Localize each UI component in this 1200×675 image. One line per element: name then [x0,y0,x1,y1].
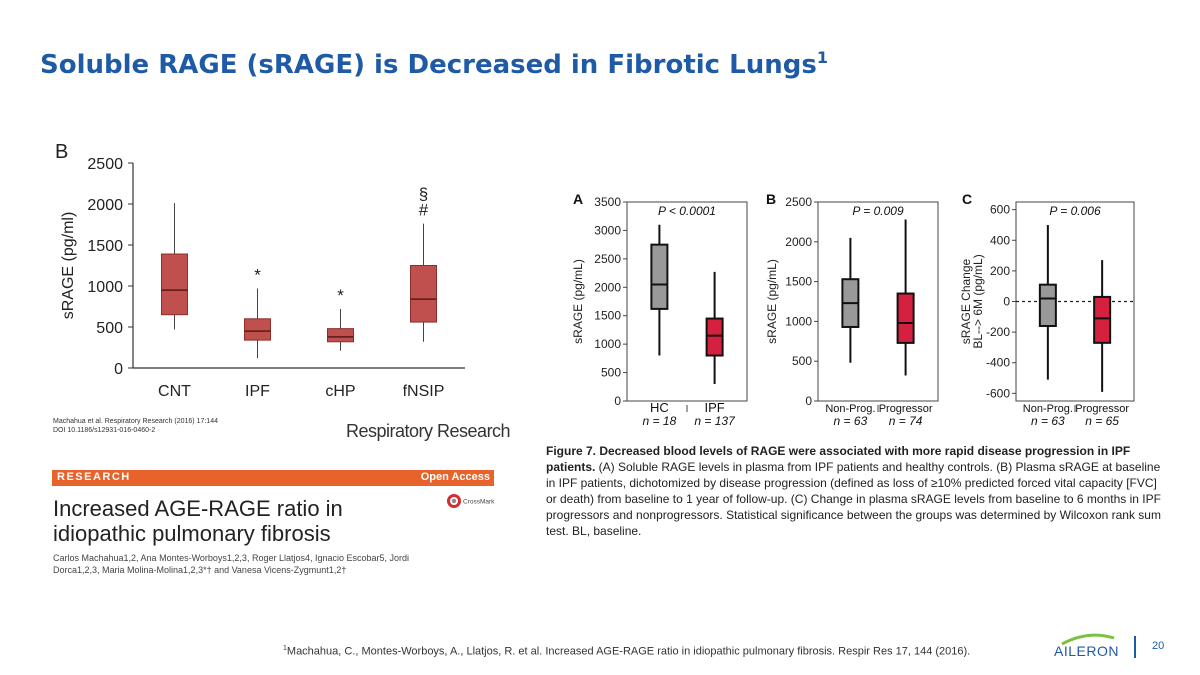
y-tick-label: 2000 [785,235,812,249]
x-tick-label: fNSIP [403,383,445,400]
panel-c: C -600 -400 -200 0 200 400 600 sRAGE ChangeBL-->… [959,191,1135,428]
logo-text: AILERON [1054,643,1119,659]
y-axis-label: sRAGE (pg/mL) [571,259,585,344]
page-number: 20 [1152,640,1165,652]
y-tick-label: 0 [805,394,812,408]
p-value: P = 0.006 [1049,204,1101,218]
y-tick-label: 3000 [594,223,621,237]
left-chart: B 0 500 1000 1500 2000 2500 sRAGE (pg/ml) CNT IP… [55,141,465,400]
y-tick-label: 2500 [87,156,123,173]
y-axis-label: BL--> 6M (pg/mL) [971,254,985,348]
box [705,317,724,357]
y-tick-label: 1500 [87,238,123,255]
y-tick-label: 1500 [594,309,621,323]
panel-a: A 0 500 1000 1500 2000 2500 3000 3500 sRAGE (pg/m… [571,191,748,428]
crossmark-text: CrossMark [463,499,495,506]
y-tick-label: 600 [990,203,1010,217]
open-access-label: Open Access [420,471,490,483]
y-tick-label: 500 [96,320,123,337]
x-tick-label: Progressor [1075,403,1129,415]
y-tick-label: 0 [1003,295,1010,309]
y-tick-label: 500 [601,366,621,380]
significance-marker: § [419,185,428,204]
panel-b: B 0 500 1000 1500 2000 2500 sRAGE (pg/mL) P = 0.… [765,191,939,428]
y-tick-label: 500 [792,354,812,368]
x-tick-label: HC [650,400,669,415]
x-tick-label: IPF [245,383,270,400]
y-tick-label: 0 [114,361,123,378]
aileron-logo: AILERON [1054,633,1136,659]
panel-letter: C [962,191,972,207]
n-label: n = 137 [694,414,736,428]
n-label: n = 63 [1031,414,1065,428]
paper-citation: Machahua et al. Respiratory Research (20… [53,418,218,425]
caption-lead: Figure 7. Decreased blood levels of RAGE… [546,444,1131,474]
y-tick-label: 2000 [594,280,621,294]
y-tick-label: 2000 [87,197,123,214]
box [161,253,188,316]
n-label: n = 63 [834,414,868,428]
caption-body: (A) Soluble RAGE levels in plasma from I… [546,460,1161,538]
y-tick-label: -600 [986,386,1010,400]
left-panel-letter: B [55,141,68,163]
box [1038,283,1057,327]
box [410,265,437,323]
y-axis-label: sRAGE Change [959,258,973,344]
paper-title: Increased AGE-RAGE ratio in idiopathic p… [53,496,343,546]
box [244,318,271,341]
y-tick-label: 200 [990,264,1010,278]
n-label: n = 18 [643,414,677,428]
y-tick-label: 1000 [785,314,812,328]
significance-marker: # [419,201,429,220]
x-tick-label: Non-Prog. [825,403,875,415]
section-label: RESEARCH [57,471,131,483]
significance-marker: * [337,286,344,305]
y-tick-label: 2500 [594,252,621,266]
x-tick-label: Non-Prog. [1023,403,1073,415]
y-tick-label: 1500 [785,275,812,289]
y-axis-label: sRAGE (pg/ml) [60,212,77,320]
p-value: P = 0.009 [852,204,904,218]
x-tick-label: cHP [325,383,355,400]
y-tick-label: 1000 [87,279,123,296]
y-tick-label: 2500 [785,195,812,209]
x-tick-label: Progressor [879,403,933,415]
x-tick-label: CNT [158,383,191,400]
plot-frame [626,201,748,402]
panel-letter: A [573,191,583,207]
paper-doi: DOI 10.1186/s12931-016-0460-2 [53,427,156,434]
box [1093,295,1112,344]
y-tick-label: -200 [986,325,1010,339]
panel-letter: B [766,191,776,207]
y-tick-label: -400 [986,356,1010,370]
slide-title: Soluble RAGE (sRAGE) is Decreased in Fib… [40,48,828,80]
box [650,243,669,310]
n-label: n = 74 [889,414,923,428]
figure-caption: Figure 7. Decreased blood levels of RAGE… [546,443,1161,539]
crossmark-logo: CrossMark [447,494,495,508]
y-tick-label: 0 [614,394,621,408]
research-banner: RESEARCH Open Access [52,470,494,486]
box [896,292,915,344]
footnote: 1Machahua, C., Montes-Worboys, A., Llatj… [283,645,971,658]
y-tick-label: 400 [990,233,1010,247]
paper-authors: Carlos Machahua1,2, Ana Montes-Worboys1,… [53,553,410,575]
y-tick-label: 3500 [594,195,621,209]
p-value: P < 0.0001 [658,204,716,218]
y-tick-label: 1000 [594,337,621,351]
journal-name: Respiratory Research [346,421,511,441]
plot-frame [1015,201,1135,402]
y-axis-label: sRAGE (pg/mL) [765,259,779,344]
x-tick-label: IPF [704,400,724,415]
significance-marker: * [254,265,261,284]
box [327,328,354,343]
plot-frame [817,201,939,402]
n-label: n = 65 [1085,414,1119,428]
